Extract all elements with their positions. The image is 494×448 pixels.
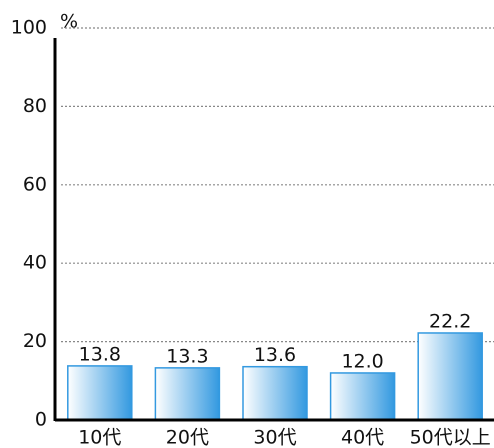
- value-label: 22.2: [429, 310, 471, 332]
- value-label: 13.8: [79, 343, 121, 365]
- value-label: 13.3: [166, 345, 208, 367]
- y-tick-label: 20: [23, 330, 47, 352]
- bar: [329, 372, 396, 421]
- x-tick-label: 40代: [341, 427, 384, 448]
- bar: [417, 332, 483, 421]
- y-tick-label: 60: [23, 173, 47, 195]
- y-tick-label: 80: [23, 95, 47, 117]
- x-tick-label: 10代: [78, 427, 121, 448]
- y-tick-label: 100: [11, 17, 47, 39]
- x-tick-label: 30代: [253, 427, 296, 448]
- bar: [67, 365, 133, 421]
- y-tick-label: 40: [23, 252, 47, 274]
- value-label: 12.0: [341, 350, 383, 372]
- y-unit: %: [60, 11, 78, 33]
- bar: [242, 365, 308, 421]
- x-tick-label: 20代: [166, 427, 209, 448]
- x-tick-label: 50代以上: [410, 427, 491, 448]
- bar: [154, 367, 221, 421]
- y-tick-label: 0: [35, 409, 47, 431]
- value-label: 13.6: [254, 344, 296, 366]
